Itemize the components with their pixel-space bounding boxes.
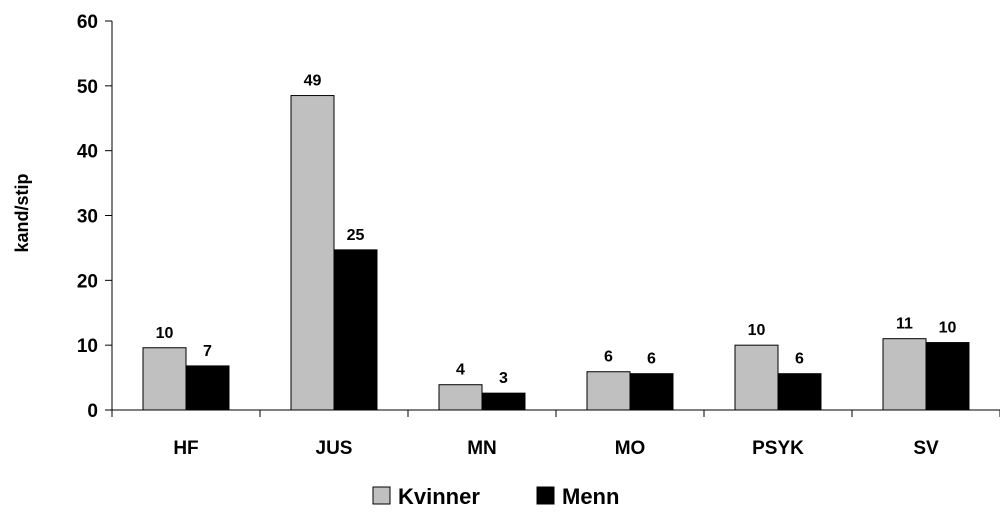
bar-menn-sv — [925, 342, 970, 411]
legend-swatch-menn — [536, 486, 555, 505]
bar-menn-psyk — [777, 373, 822, 411]
data-label: 6 — [604, 349, 613, 366]
data-labels: 10 7 49 25 4 3 6 6 10 6 11 10 — [156, 73, 957, 388]
category-labels: HF JUS MN MO PSYK SV — [173, 438, 939, 459]
data-label: 25 — [347, 227, 365, 244]
legend-label-kvinner: Kvinner — [398, 484, 480, 508]
y-tick-label: 30 — [77, 207, 98, 228]
data-label: 6 — [647, 351, 656, 368]
category-label-mn: MN — [467, 438, 497, 459]
bar-kvinner-mo — [586, 371, 631, 411]
category-label-psyk: PSYK — [752, 438, 804, 459]
category-label-hf: HF — [173, 438, 198, 459]
legend-swatch-kvinner — [372, 486, 391, 505]
legend: Kvinner Menn — [372, 484, 619, 509]
axes: 0 10 20 30 40 50 60 — [77, 12, 1000, 422]
y-tick-label: 60 — [77, 12, 98, 33]
bar-kvinner-jus — [290, 95, 335, 411]
y-axis-title: kand/stip — [12, 173, 32, 252]
data-label: 49 — [304, 73, 322, 90]
category-label-sv: SV — [913, 438, 939, 459]
bar-kvinner-mn — [438, 384, 483, 411]
bar-kvinner-hf — [142, 347, 187, 411]
y-tick-label: 40 — [77, 142, 98, 163]
data-label: 10 — [156, 325, 174, 342]
legend-label-menn: Menn — [562, 484, 619, 508]
y-tick-label: 50 — [77, 77, 98, 98]
bar-menn-mo — [629, 373, 674, 411]
bars — [142, 95, 970, 411]
data-label: 3 — [499, 370, 508, 387]
bar-menn-hf — [185, 365, 230, 411]
bar-menn-jus — [333, 249, 378, 411]
data-label: 6 — [795, 351, 804, 368]
category-label-jus: JUS — [316, 438, 353, 459]
data-label: 7 — [203, 343, 212, 360]
data-label: 4 — [456, 362, 465, 379]
bar-kvinner-psyk — [734, 344, 779, 411]
data-label: 10 — [939, 320, 957, 337]
bar-menn-mn — [481, 392, 526, 411]
data-label: 10 — [748, 322, 766, 339]
category-label-mo: MO — [615, 438, 646, 459]
bar-kvinner-sv — [882, 338, 927, 411]
y-tick-label: 10 — [77, 336, 98, 357]
data-label: 11 — [896, 316, 913, 333]
y-tick-label: 20 — [77, 271, 98, 292]
y-tick-label: 0 — [87, 401, 98, 422]
